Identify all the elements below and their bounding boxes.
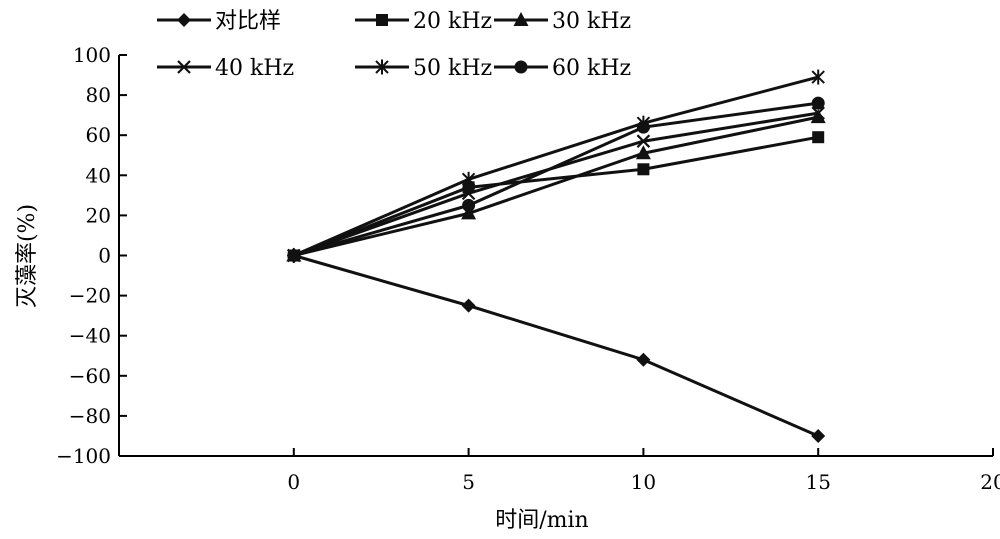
legend-label: 40 kHz — [215, 56, 294, 81]
legend-item-series: 对比样 — [157, 9, 281, 34]
legend-item-30-khz: 30 kHz — [494, 9, 631, 34]
legend-marker — [177, 60, 191, 74]
legend-label: 20 kHz — [413, 9, 492, 34]
y-axis-title: 灭藻率(%) — [15, 204, 40, 308]
series-30-khz — [286, 109, 826, 262]
series-line-30-khz — [293, 115, 819, 257]
y-tick-label: −80 — [69, 404, 111, 428]
legend-marker — [375, 59, 389, 75]
data-point — [811, 428, 826, 443]
data-point — [810, 109, 826, 124]
x-tick-label: 10 — [631, 470, 656, 494]
x-tick-label: 20 — [980, 470, 1000, 494]
data-point — [461, 298, 476, 313]
legend-marker — [513, 12, 529, 26]
data-point — [636, 120, 650, 134]
legend-item-50-khz: 50 kHz — [355, 56, 492, 81]
y-tick-label: 20 — [86, 203, 111, 227]
data-point — [636, 352, 651, 367]
legend-item-20-khz: 20 kHz — [355, 9, 492, 34]
data-point — [637, 163, 650, 176]
series-line-50-khz — [293, 75, 819, 257]
y-tick-label: −60 — [69, 364, 111, 388]
legend-marker — [177, 13, 191, 27]
legend-item-60-khz: 60 kHz — [494, 56, 631, 81]
y-tick-label: 40 — [86, 163, 111, 187]
data-point — [812, 131, 825, 144]
series-line-series — [293, 254, 819, 438]
x-tick-label: 5 — [462, 470, 475, 494]
data-point — [636, 134, 651, 148]
y-tick-label: 100 — [73, 43, 111, 67]
y-tick-label: −100 — [56, 444, 111, 468]
series-group — [286, 69, 826, 443]
x-tick-label: 0 — [287, 470, 300, 494]
y-tick-label: −40 — [69, 324, 111, 348]
data-point — [811, 69, 825, 85]
legend-item-40-khz: 40 kHz — [157, 56, 294, 81]
legend-marker — [514, 60, 528, 74]
data-point — [461, 171, 476, 187]
legend-label: 30 kHz — [552, 9, 631, 34]
y-tick-label: 80 — [86, 83, 111, 107]
data-point — [461, 186, 476, 201]
data-point — [811, 96, 825, 110]
series-line-60-khz — [293, 101, 819, 257]
x-tick-label: 15 — [805, 470, 830, 494]
y-tick-label: 0 — [98, 244, 111, 268]
x-ticks: 0 5 10 15 20 — [287, 448, 1000, 494]
y-ticks: 100 80 60 40 20 0 −20 −40 −60 −80 −100 — [56, 43, 127, 468]
x-axis-title: 时间/min — [495, 508, 588, 533]
data-point — [635, 145, 651, 160]
axes — [118, 55, 993, 457]
legend-label: 对比样 — [215, 9, 281, 34]
y-tick-label: 60 — [86, 123, 111, 147]
legend-marker — [376, 14, 388, 26]
legend-label: 60 kHz — [552, 56, 631, 81]
series-line-20-khz — [293, 135, 819, 257]
data-point — [811, 106, 825, 120]
data-point — [461, 205, 477, 220]
legend: 对比样 20 kHz 30 kHz 40 kHz 50 kHz 60 kHz — [157, 9, 631, 81]
series-60-khz — [287, 96, 825, 262]
y-tick-label: −20 — [69, 284, 111, 308]
data-point — [462, 198, 476, 212]
data-point — [287, 249, 301, 262]
legend-label: 50 kHz — [413, 56, 492, 81]
series-series — [286, 248, 826, 443]
